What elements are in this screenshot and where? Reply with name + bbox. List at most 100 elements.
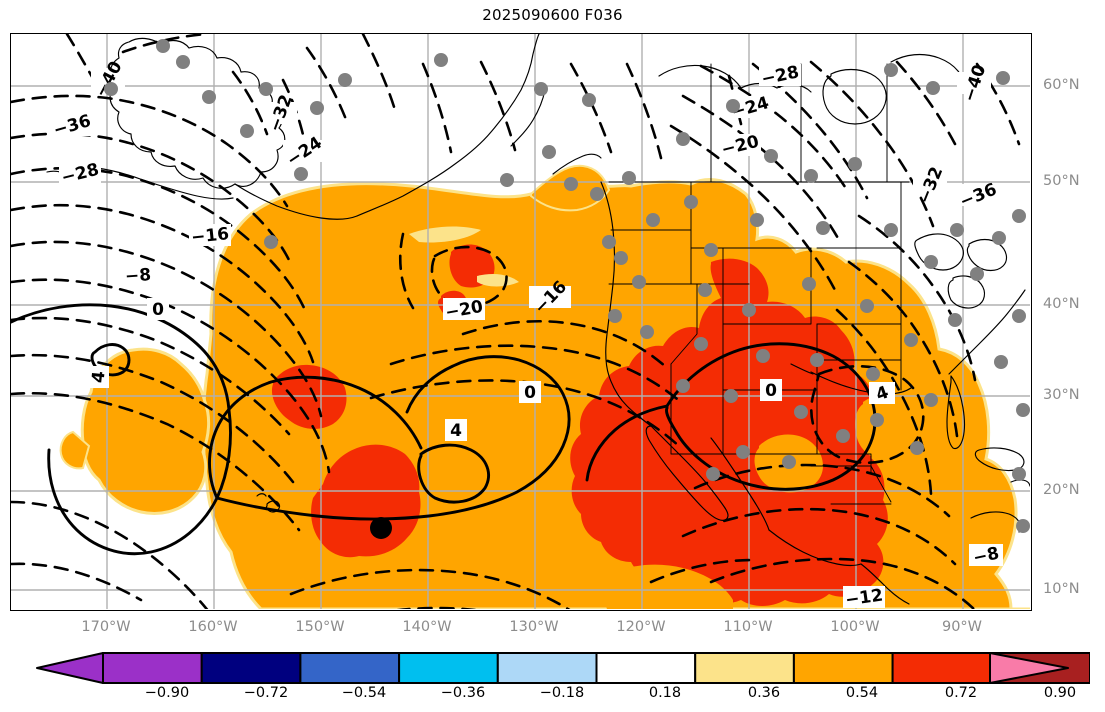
colorbar-band-3: [398, 652, 499, 684]
fill-band-054-072-central-pacific: [311, 444, 421, 558]
contour--12-low: [11, 316, 291, 436]
stipple-dot: [996, 71, 1010, 85]
fill-band-018-036-fringe-a: [409, 226, 481, 243]
stipple-dot: [534, 82, 548, 96]
stipple-dot: [848, 157, 862, 171]
contour-0-southwest-tail: [585, 404, 669, 482]
stipple-dot: [904, 333, 918, 347]
contour-0-southwest: [665, 342, 877, 491]
svg-text:4: 4: [450, 421, 462, 441]
contour-ak-arc: [421, 62, 453, 154]
stipple-dot: [1012, 209, 1026, 223]
stipple-dot: [970, 267, 984, 281]
stipple-dot: [259, 82, 273, 96]
stipple-dot: [338, 73, 352, 87]
contour-ak-interior-1: [305, 46, 349, 124]
svg-text:−24: −24: [283, 133, 326, 171]
contour-ak-interior-2: [361, 34, 397, 112]
colorbar-tick-9: 0.90: [1043, 685, 1077, 701]
stipple-dot: [564, 177, 578, 191]
contour-label--12-se: −12: [843, 585, 885, 609]
stipple-dot: [948, 313, 962, 327]
stipple-dot: [994, 355, 1008, 369]
stipple-dot: [1012, 467, 1026, 481]
contour-positive-group: [11, 303, 877, 556]
stipple-dot: [176, 55, 190, 69]
contour-label--40-ne: −40: [957, 62, 991, 104]
stipple-dot: [884, 223, 898, 237]
contour--36-right: [809, 60, 935, 228]
stipple-dot: [698, 283, 712, 297]
stipple-dot: [602, 235, 616, 249]
stipple-dot: [724, 389, 738, 403]
stipple-dot: [836, 429, 850, 443]
svg-text:−8: −8: [124, 265, 151, 287]
stipple-dot: [676, 379, 690, 393]
map-panel[interactable]: −40 −36 −28 −32 −24 −16 −8 −20 −16 −28 −…: [10, 33, 1032, 611]
contour--8-sw: [693, 463, 951, 518]
stipple-dot: [614, 251, 628, 265]
contour--44-right: [975, 62, 1021, 146]
stipple-dot: [294, 167, 308, 181]
colorbar-band-6: [694, 652, 795, 684]
contour-label--32-nw: −32: [263, 92, 297, 135]
colorbar-band-0: [102, 652, 203, 684]
lon-tick-170w: 170°W: [81, 619, 131, 635]
contour--28-right: [699, 64, 849, 192]
border-state-ca-nv: [670, 283, 698, 365]
map-canvas[interactable]: −40 −36 −28 −32 −24 −16 −8 −20 −16 −28 −…: [11, 34, 1030, 609]
stipple-dot: [950, 223, 964, 237]
stipple-dot: [782, 455, 796, 469]
contour-pacific-south: [289, 568, 571, 609]
lat-tick-30n: 30°N: [1043, 387, 1080, 403]
colorbar-band-1: [200, 652, 302, 684]
contour-0-west: [11, 303, 232, 556]
contour--4-low: [11, 391, 301, 532]
colorbar[interactable]: −0.90 −0.72 −0.54 −0.36 −0.18 0.18 0.36 …: [15, 652, 1090, 701]
contour-ak-arc2: [479, 60, 517, 152]
contour--20-right: [669, 124, 837, 292]
fill-band-054-072-southwest: [570, 258, 888, 606]
stipple-dot: [794, 405, 808, 419]
contour-nw-canada: [569, 62, 613, 154]
stipple-dot: [632, 275, 646, 289]
svg-text:4: 4: [88, 370, 109, 384]
storm-center-marker[interactable]: [370, 517, 392, 539]
stipple-dot: [742, 303, 756, 317]
svg-text:−12: −12: [844, 585, 884, 609]
stipple-dot: [640, 325, 654, 339]
contour--24-b: [231, 70, 269, 136]
stipple-dot: [726, 99, 740, 113]
contour--24-right: [681, 94, 841, 242]
lon-tick-110w: 110°W: [723, 619, 773, 635]
contour--12-central: [389, 344, 685, 406]
colorbar-band-7: [792, 652, 894, 684]
contour-label-0-sw: 0: [760, 379, 782, 401]
coastline-bc-islands: [510, 89, 546, 147]
contour-label--28-ne: −28: [759, 62, 801, 90]
contour-label--36: −36: [51, 111, 93, 141]
stipple-dot: [924, 393, 938, 407]
lat-tick-20n: 20°N: [1043, 482, 1080, 498]
colorbar-canvas[interactable]: [15, 652, 1090, 684]
contour-label--16-nw: −16: [189, 224, 231, 248]
stipple-dot: [500, 173, 514, 187]
coastline-hudson-bay: [822, 68, 887, 125]
contour-label--36-ne: −36: [957, 180, 1000, 212]
contour-0-central-top: [208, 375, 423, 500]
contour-0-central: [215, 355, 571, 521]
lat-tick-60n: 60°N: [1043, 77, 1080, 93]
contour--20-a: [11, 240, 323, 418]
filled-contour-layer: [59, 164, 1030, 609]
coastline-texas-louisiana: [790, 363, 814, 375]
stipple-dot: [706, 467, 720, 481]
contour--20-closed: [430, 245, 508, 308]
stipple-dot: [992, 231, 1006, 245]
fill-band-054-072-ne-pacific: [271, 364, 347, 429]
colorbar-tick-8: 0.72: [944, 685, 978, 701]
coastline-alaska-peninsula: [234, 183, 358, 220]
stipple-dot: [590, 187, 604, 201]
colorbar-tick-7: 0.54: [845, 685, 879, 701]
fill-band-036-054-south: [603, 564, 733, 609]
stipple-dot: [860, 299, 874, 313]
